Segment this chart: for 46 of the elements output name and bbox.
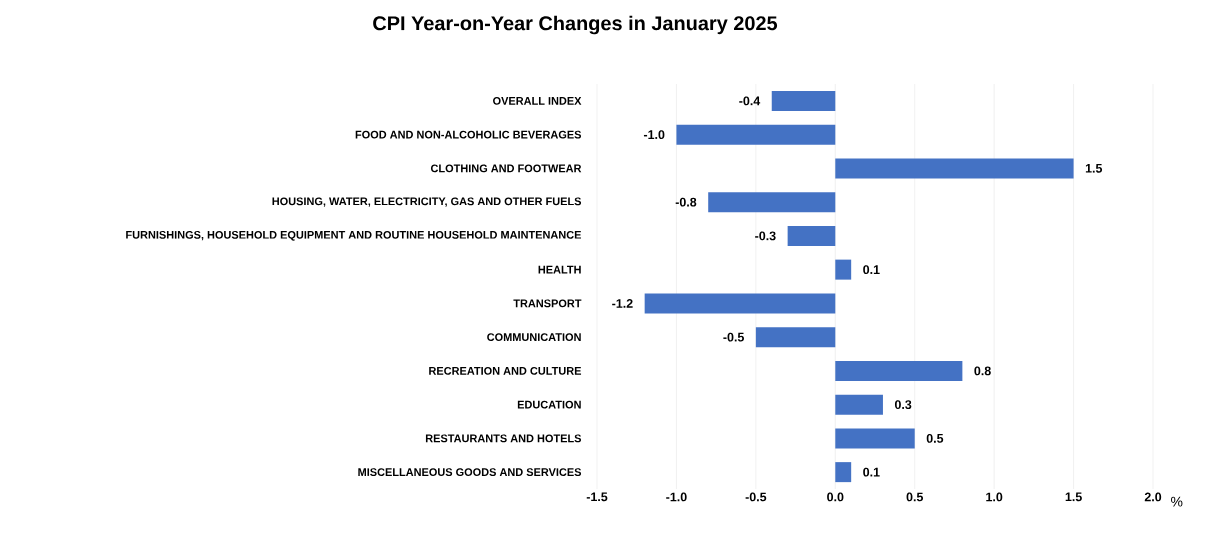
y-tick-label: CLOTHING AND FOOTWEAR <box>430 164 582 173</box>
bar <box>755 327 836 348</box>
data-label: 1.5 <box>1085 164 1103 173</box>
y-tick-label: RECREATION AND CULTURE <box>429 367 582 375</box>
bar <box>708 192 836 213</box>
bar <box>835 259 852 280</box>
x-tick-label: -1.5 <box>586 492 608 502</box>
x-tick-label: 2.0 <box>1144 492 1162 502</box>
y-tick-label: OVERALL INDEX <box>493 97 582 105</box>
data-label: -0.5 <box>723 332 744 342</box>
x-axis-title: % <box>1171 496 1183 507</box>
x-tick-label: 0.5 <box>906 492 924 502</box>
data-label: -0.3 <box>755 231 776 241</box>
data-label: 0.5 <box>926 433 944 443</box>
bar <box>835 158 1074 179</box>
y-tick-label: HEALTH <box>538 265 581 274</box>
bar <box>771 90 836 111</box>
data-label: -1.2 <box>612 299 633 308</box>
bar <box>835 360 963 381</box>
bar <box>676 124 836 145</box>
data-label: 0.1 <box>863 467 880 477</box>
data-label: 0.1 <box>863 265 880 275</box>
bar <box>787 225 836 246</box>
y-tick-label: TRANSPORT <box>513 299 582 308</box>
chart-title: CPI Year-on-Year Changes in January 2025 <box>373 15 778 35</box>
y-tick-label: FURNISHINGS, HOUSEHOLD EQUIPMENT AND ROUTINE HOUSEHOLD MAINTENANCE <box>126 230 582 241</box>
bar <box>835 462 852 483</box>
bar <box>835 428 915 449</box>
bar <box>644 293 836 314</box>
bar <box>835 394 883 415</box>
data-label: 0.3 <box>894 400 912 410</box>
x-tick-label: -0.5 <box>745 492 767 502</box>
data-label: -1.0 <box>643 130 665 140</box>
x-tick-label: 0.0 <box>827 492 844 502</box>
y-tick-label: MISCELLANEOUS GOODS AND SERVICES <box>358 468 582 477</box>
y-tick-label: HOUSING, WATER, ELECTRICITY, GAS AND OTHER FUELS <box>272 197 582 207</box>
data-label: 0.8 <box>974 366 991 376</box>
y-tick-label: COMMUNICATION <box>487 333 581 342</box>
data-label: -0.8 <box>675 197 697 207</box>
x-tick-label: 1.5 <box>1065 492 1082 502</box>
y-tick-label: EDUCATION <box>517 400 581 409</box>
x-tick-label: -1.0 <box>666 492 687 502</box>
y-tick-label: FOOD AND NON-ALCOHOLIC BEVERAGES <box>355 130 582 139</box>
data-label: -0.4 <box>739 96 761 106</box>
y-tick-label: RESTAURANTS AND HOTELS <box>425 434 582 443</box>
x-tick-label: 1.0 <box>986 492 1003 502</box>
